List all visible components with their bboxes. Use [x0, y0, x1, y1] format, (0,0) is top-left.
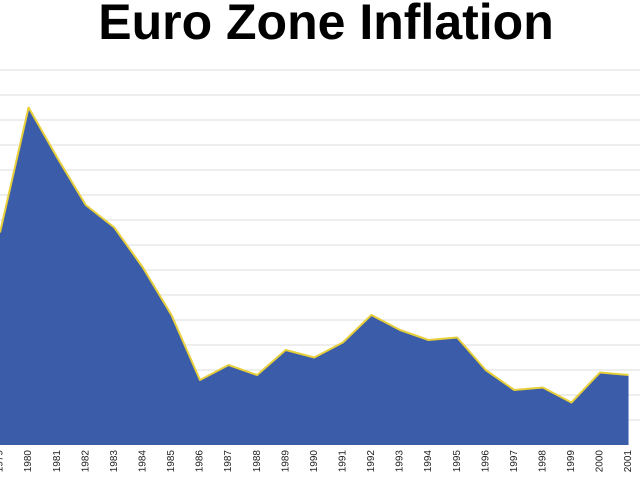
x-tick-label: 2001 [623, 450, 634, 473]
x-tick-label: 1997 [509, 450, 520, 473]
line [0, 106, 629, 404]
x-tick-label: 1982 [80, 450, 91, 473]
x-tick-label: 1999 [566, 450, 577, 473]
x-tick-label: 1996 [480, 450, 491, 473]
x-tick-label: 1990 [309, 450, 320, 473]
x-tick-label: 1995 [452, 450, 463, 473]
plot-area [0, 106, 629, 445]
x-tick-label: 1980 [23, 450, 34, 473]
x-tick-label: 1992 [366, 450, 377, 473]
x-tick-label: 1987 [223, 450, 234, 473]
x-tick-label: 1989 [280, 450, 291, 473]
x-tick-label: 1993 [395, 450, 406, 473]
x-tick-label: 1986 [195, 450, 206, 473]
x-tick-label: 2000 [595, 450, 606, 473]
x-tick-label: 1988 [252, 450, 263, 473]
x-axis: 1979 1980 1981 1982 1983 1984 1985 1986 1987 1988… [0, 450, 634, 473]
x-tick-label: 1991 [337, 450, 348, 473]
area [0, 107, 629, 445]
chart-title: Euro Zone Inflation [98, 0, 554, 50]
x-tick-label: 1983 [109, 450, 120, 473]
x-tick-label: 1985 [166, 450, 177, 473]
x-tick-label: 1981 [52, 450, 63, 473]
x-tick-label: 1998 [537, 450, 548, 473]
x-tick-label: 1994 [423, 450, 434, 473]
x-tick-label: 1979 [0, 450, 6, 473]
x-tick-label: 1984 [137, 450, 148, 473]
